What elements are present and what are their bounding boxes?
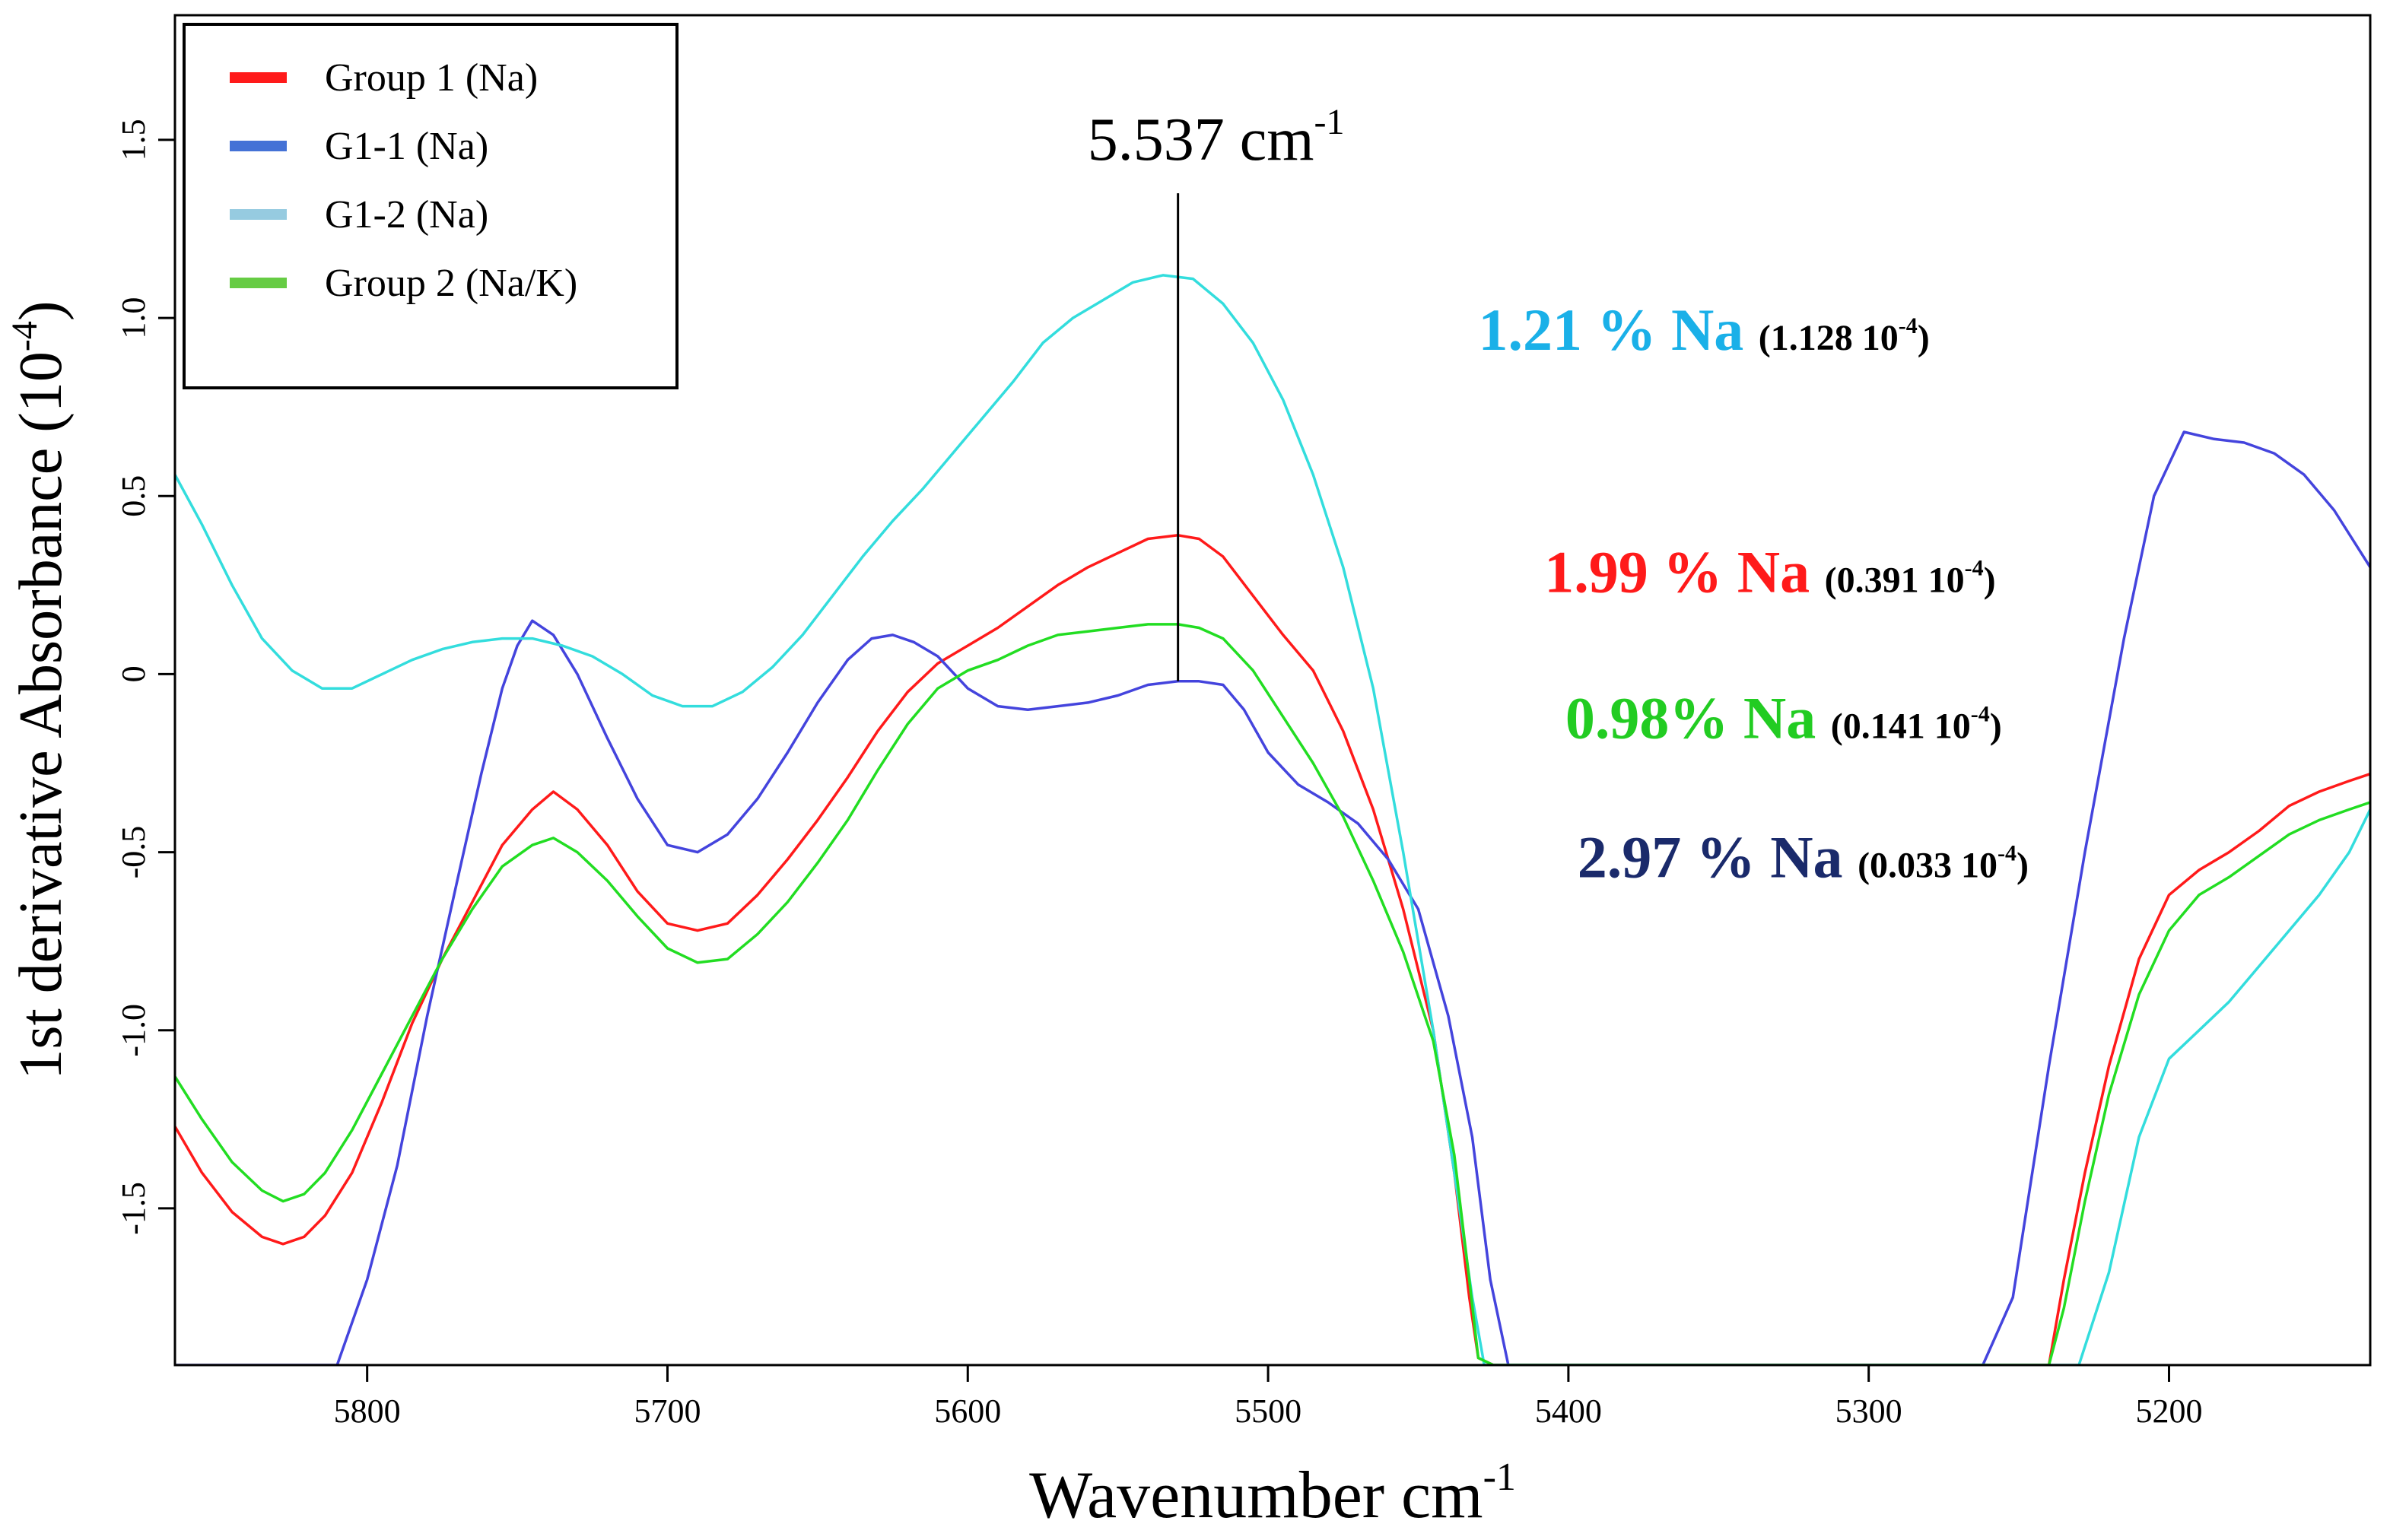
series-line-4: [175, 623, 2370, 1365]
annotation-value: (0.033 10: [1858, 845, 1997, 885]
annotation-percent: 2.97 % Na: [1578, 824, 1858, 890]
legend-label-3: G1-2 (Na): [325, 193, 488, 237]
x-axis-label-text: Wavenumber cm: [1029, 1459, 1483, 1532]
series-line-2: [175, 430, 2370, 1365]
x-tick-label: 5200: [2135, 1392, 2202, 1430]
annotation-close: ): [2017, 845, 2029, 885]
y-tick-label: 1.5: [115, 119, 152, 160]
y-tick-label: 0: [115, 665, 152, 682]
y-tick-label: -1.0: [115, 1004, 152, 1057]
y-tick-label: -1.5: [115, 1182, 152, 1235]
y-tick-label: 1.0: [115, 297, 152, 339]
y-tick-label: 0.5: [115, 475, 152, 517]
annotation-value: (0.141 10: [1831, 706, 1971, 747]
plot-frame: [173, 14, 2372, 1367]
annotation-sup: -4: [1997, 840, 2017, 865]
annotation-percent: 1.21 % Na: [1478, 297, 1758, 363]
axes-layer: 5800 5700 5600 5500 5400 5300 5200 -1.5 -1.0 -0.5…: [115, 119, 2202, 1430]
annotation-value: (0.391 10: [1825, 560, 1965, 601]
annotation-close: ): [1918, 318, 1930, 358]
annotation-value: (1.128 10: [1759, 318, 1899, 358]
concentration-annotation-2: 1.99 % Na (0.391 10-4): [1544, 539, 1995, 605]
legend-label-2: G1-1 (Na): [325, 125, 488, 168]
series-line-1: [175, 534, 2370, 1365]
annotation-percent: 0.98% Na: [1565, 685, 1831, 751]
legend-box: [183, 23, 679, 389]
concentration-annotation-3: 0.98% Na (0.141 10-4): [1565, 685, 2002, 751]
peak-marker-sup: -1: [1314, 102, 1345, 142]
annotation-sup: -4: [1971, 702, 1990, 727]
legend-label-4: Group 2 (Na/K): [325, 262, 577, 305]
peak-marker-label: 5.537 cm-1: [1088, 102, 1345, 173]
annotation-layer: 1.21 % Na (1.128 10-4)1.99 % Na (0.391 1…: [1478, 297, 2029, 890]
peak-marker-text: 5.537 cm: [1088, 106, 1314, 173]
legend-label-1: Group 1 (Na): [325, 56, 538, 100]
x-axis-label: Wavenumber cm-1: [1029, 1456, 1516, 1532]
marker-layer: 5.537 cm-1: [1088, 102, 1345, 681]
x-axis-label-sup: -1: [1483, 1456, 1516, 1499]
y-axis-label: 1st derivative Absorbance (10-4): [5, 300, 75, 1079]
annotation-close: ): [1984, 560, 1996, 601]
x-tick-label: 5500: [1235, 1392, 1301, 1430]
y-tick-label: -0.5: [115, 826, 152, 879]
x-tick-label: 5700: [634, 1392, 701, 1430]
concentration-annotation-1: 1.21 % Na (1.128 10-4): [1478, 297, 1929, 363]
series-line-3: [175, 274, 2370, 1365]
legend: Group 1 (Na) G1-1 (Na) G1-2 (Na) Group 2 (N…: [183, 23, 679, 389]
x-tick-label: 5600: [934, 1392, 1001, 1430]
y-axis-label-sup: -4: [5, 321, 45, 351]
annotation-sup: -4: [1965, 556, 1984, 581]
series-layer: [175, 274, 2370, 1365]
y-axis-label-end: ): [8, 300, 75, 321]
y-axis-label-text: 1st derivative Absorbance (10: [8, 351, 75, 1080]
annotation-percent: 1.99 % Na: [1544, 539, 1824, 605]
annotation-sup: -4: [1899, 313, 1918, 338]
annotation-close: ): [1990, 706, 2002, 747]
x-tick-label: 5800: [334, 1392, 401, 1430]
concentration-annotation-4: 2.97 % Na (0.033 10-4): [1578, 824, 2029, 890]
x-tick-label: 5400: [1535, 1392, 1602, 1430]
x-tick-label: 5300: [1835, 1392, 1902, 1430]
